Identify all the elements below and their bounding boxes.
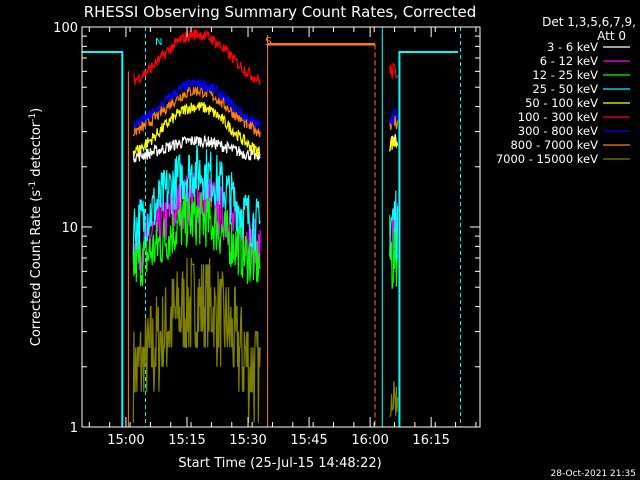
legend-label: 300 - 800 keV bbox=[518, 124, 598, 138]
legend-label: 6 - 12 keV bbox=[540, 54, 598, 68]
legend-label: 50 - 100 keV bbox=[525, 96, 598, 110]
y-axis: 1 10 100 bbox=[53, 21, 480, 436]
series-line-segment bbox=[389, 107, 399, 125]
y-tick-label: 10 bbox=[61, 221, 78, 236]
y-axis-label-sup1: -1 bbox=[28, 181, 38, 190]
y-axis-label-end: ) bbox=[29, 108, 44, 113]
y-tick-label: 1 bbox=[70, 421, 78, 436]
series-line-segment bbox=[389, 213, 399, 290]
legend-title-1: Det 1,3,5,6,7,9, bbox=[542, 15, 636, 29]
x-tick-label: 16:00 bbox=[351, 433, 388, 448]
x-axis: 15:00 15:15 15:30 15:45 16:00 16:15 bbox=[88, 27, 477, 448]
legend-label: 7000 - 15000 keV bbox=[496, 152, 598, 166]
series-line bbox=[132, 257, 261, 423]
y-axis-label-main: Corrected Count Rate (s bbox=[29, 190, 44, 347]
legend-label: 100 - 300 keV bbox=[518, 110, 598, 124]
series-line-segment bbox=[389, 381, 399, 418]
series-line bbox=[132, 135, 261, 163]
annotation-s: S bbox=[265, 35, 272, 48]
series-line bbox=[132, 192, 261, 287]
x-tick-label: 15:45 bbox=[290, 433, 327, 448]
y-tick-label: 100 bbox=[53, 21, 78, 36]
series-line bbox=[132, 78, 261, 131]
x-tick-label: 16:15 bbox=[412, 433, 449, 448]
chart-title: RHESSI Observing Summary Count Rates, Co… bbox=[84, 3, 477, 21]
legend-label: 800 - 7000 keV bbox=[510, 138, 598, 152]
series-line bbox=[132, 101, 261, 158]
legend-label: 3 - 6 keV bbox=[547, 40, 598, 54]
y-axis-label: Corrected Count Rate (s-1 detector-1) bbox=[28, 108, 44, 346]
timestamp: 28-Oct-2021 21:35 bbox=[551, 469, 636, 479]
series-outline-25-50 bbox=[82, 50, 124, 427]
x-axis-label: Start Time (25-Jul-15 14:48:22) bbox=[178, 456, 381, 471]
x-tick-label: 15:30 bbox=[229, 433, 266, 448]
series-line bbox=[132, 29, 261, 86]
legend-title-2: Att 0 bbox=[597, 29, 626, 43]
legend-label: 25 - 50 keV bbox=[532, 82, 598, 96]
y-axis-label-sup2: -1 bbox=[28, 113, 38, 122]
series-line-segment bbox=[389, 135, 399, 152]
x-tick-label: 15:15 bbox=[168, 433, 205, 448]
legend-label: 12 - 25 keV bbox=[532, 68, 598, 82]
series-line-segment bbox=[389, 62, 399, 79]
x-tick-label: 15:00 bbox=[107, 433, 144, 448]
series-line bbox=[132, 86, 261, 138]
y-axis-label-mid: detector bbox=[29, 121, 44, 181]
plot-area bbox=[82, 27, 461, 427]
annotation-n: N bbox=[155, 37, 162, 48]
series-line bbox=[132, 144, 261, 255]
series-outline-25-50-end bbox=[398, 50, 459, 427]
series-line-segment bbox=[389, 190, 399, 262]
